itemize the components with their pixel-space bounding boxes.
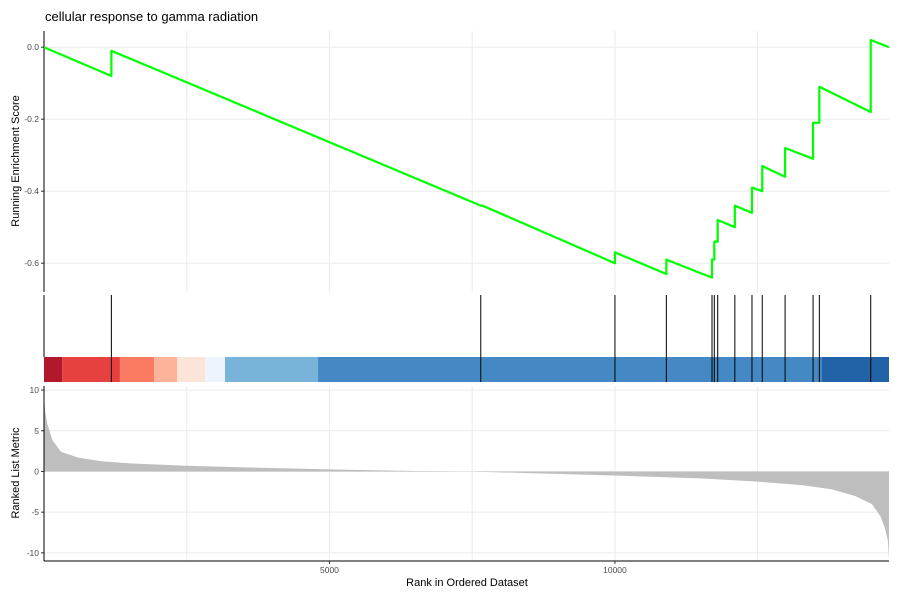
x-tick-label: 5000 bbox=[320, 565, 339, 575]
metric-y-tick-label: 0 bbox=[34, 466, 39, 476]
es-y-tick-label: -0.4 bbox=[24, 186, 39, 196]
es-y-tick-label: -0.2 bbox=[24, 114, 39, 124]
rank-color-band bbox=[205, 357, 225, 382]
rank-color-band bbox=[224, 357, 319, 382]
metric-y-tick-label: -5 bbox=[31, 507, 39, 517]
rank-color-band bbox=[318, 357, 822, 382]
x-axis-title: Rank in Ordered Dataset bbox=[406, 577, 528, 589]
rank-color-band bbox=[119, 357, 155, 382]
rank-color-band bbox=[154, 357, 178, 382]
running-es-line bbox=[43, 38, 890, 279]
rank-color-band bbox=[44, 357, 63, 382]
x-tick-label: 10000 bbox=[603, 565, 627, 575]
rank-color-band bbox=[821, 357, 889, 382]
running-es-panel: 0.0 -0.2 -0.4 -0.6 bbox=[24, 31, 890, 292]
ranked-metric-panel: 10 5 0 -5 -10 5000 10000 bbox=[27, 385, 889, 575]
metric-y-axis-title: Ranked List Metric bbox=[10, 427, 22, 519]
es-y-tick-label: -0.6 bbox=[24, 258, 39, 268]
rank-color-band bbox=[62, 357, 120, 382]
rank-color-band bbox=[177, 357, 206, 382]
chart-title: cellular response to gamma radiation bbox=[45, 9, 258, 24]
metric-y-tick-label: 5 bbox=[34, 426, 39, 436]
ranked-metric-area bbox=[44, 396, 889, 560]
gene-hits-panel bbox=[43, 295, 889, 382]
es-y-axis-title: Running Enrichment Score bbox=[10, 95, 22, 226]
es-y-tick-label: 0.0 bbox=[27, 42, 39, 52]
grid-layer bbox=[44, 31, 889, 561]
metric-y-tick-label: -10 bbox=[27, 548, 40, 558]
metric-y-tick-label: 10 bbox=[30, 385, 40, 395]
